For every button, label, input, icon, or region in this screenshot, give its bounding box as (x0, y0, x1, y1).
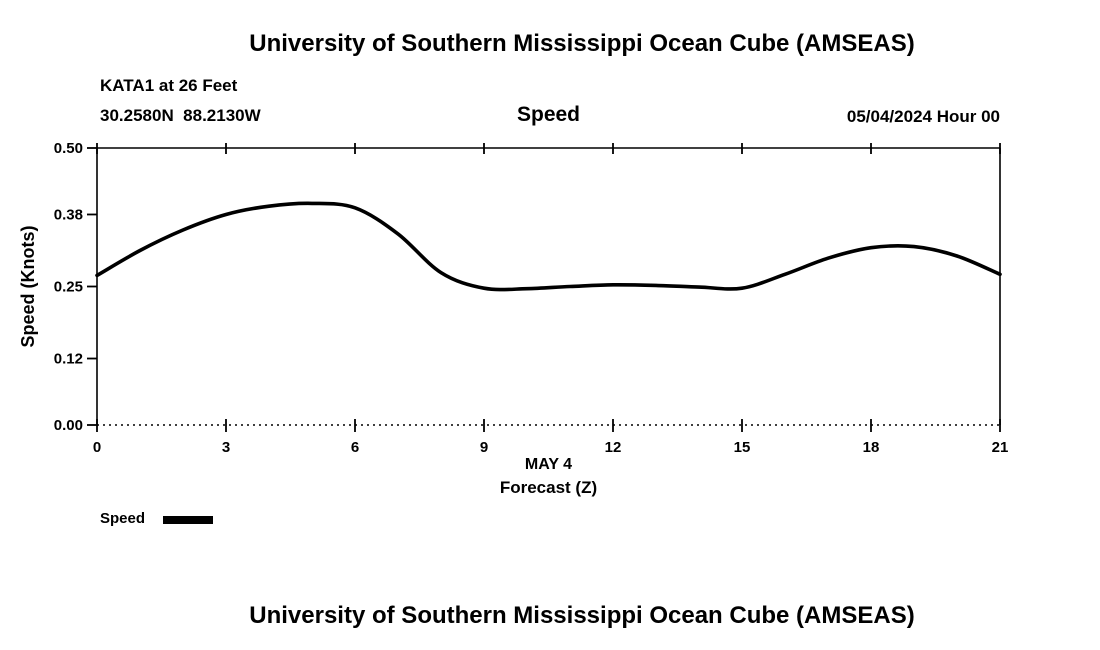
datetime-label: 05/04/2024 Hour 00 (846, 107, 1000, 126)
y-tick-label: 0.25 (54, 279, 83, 296)
plot-title: Speed (516, 103, 581, 126)
x-tick-label: 18 (863, 439, 880, 456)
page-title-bottom: University of Southern Mississippi Ocean… (249, 602, 915, 629)
x-tick-label: 0 (93, 439, 101, 456)
x-tick-label: 15 (734, 439, 751, 456)
y-tick-label: 0.12 (54, 351, 83, 368)
x-tick-label: 21 (992, 439, 1009, 456)
y-tick-label: 0.00 (54, 417, 83, 434)
y-tick-label: 0.50 (54, 140, 83, 157)
x-axis-title: Forecast (Z) (499, 478, 598, 497)
x-tick-label: 12 (605, 439, 622, 456)
x-tick-label: 9 (480, 439, 488, 456)
coordinates-label: 30.2580N 88.2130W (100, 106, 261, 125)
page-title-top: University of Southern Mississippi Ocean… (249, 30, 915, 57)
station-label: KATA1 at 26 Feet (100, 76, 238, 95)
y-axis-title: Speed (Knots) (18, 225, 38, 347)
x-tick-label: 3 (222, 439, 230, 456)
x-axis-date-label: MAY 4 (524, 456, 573, 473)
speed-line (95, 201, 1002, 292)
x-tick-label: 6 (351, 439, 359, 456)
y-tick-label: 0.38 (54, 206, 83, 223)
legend-line-swatch (163, 516, 213, 524)
legend-label: Speed (100, 510, 146, 527)
